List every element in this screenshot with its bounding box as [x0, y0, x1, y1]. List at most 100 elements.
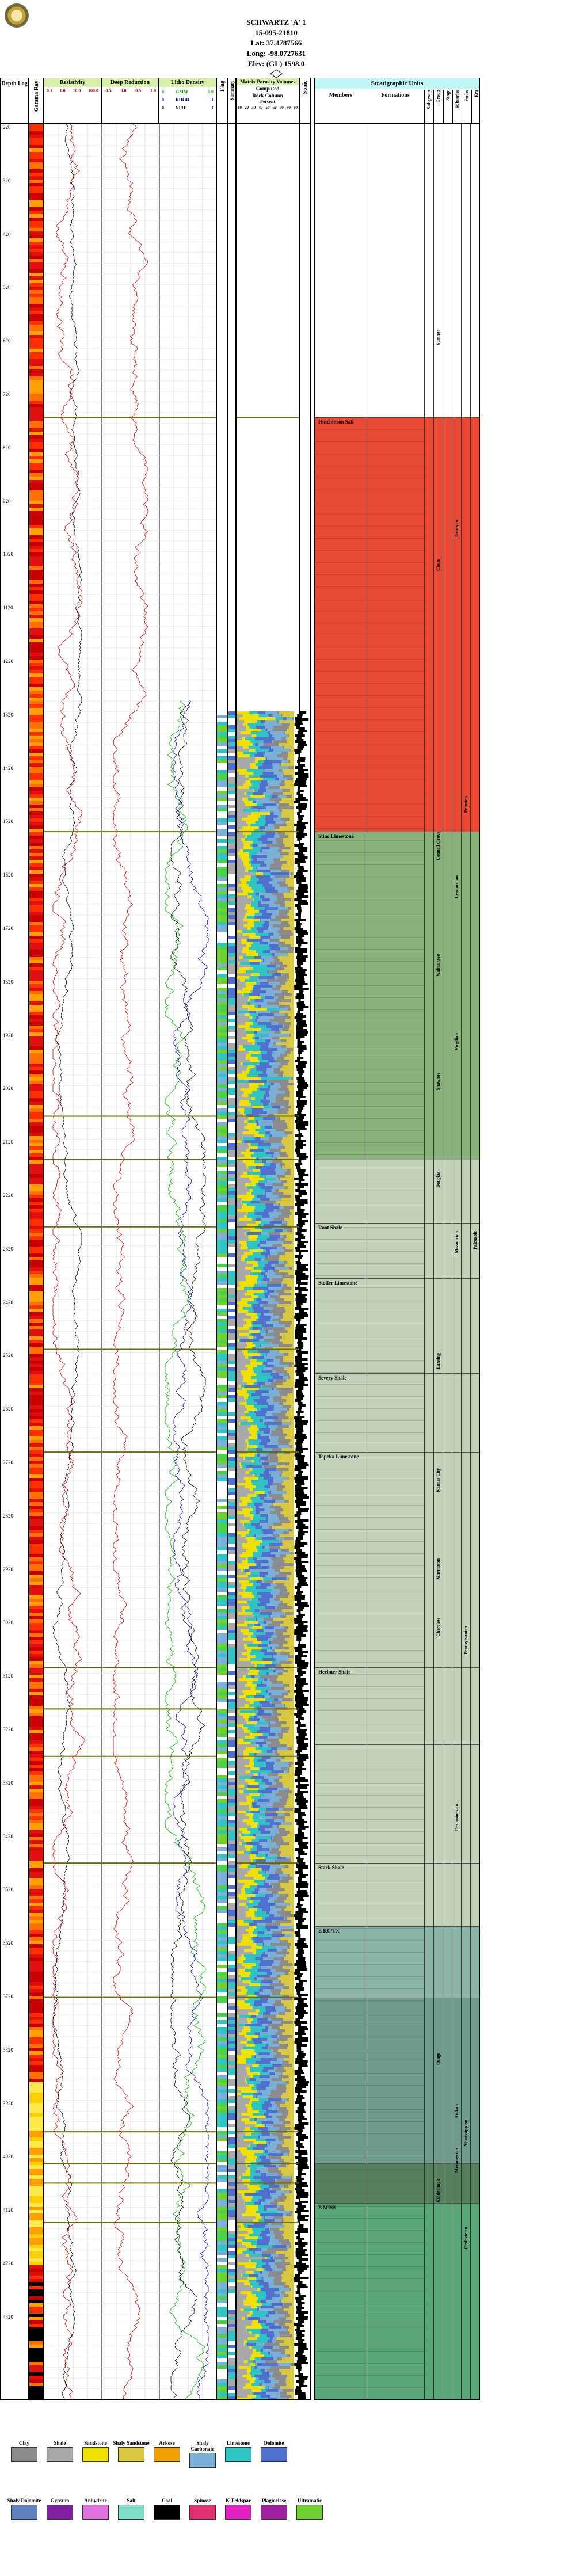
rock-band [284, 1324, 291, 1327]
rock-band [250, 1885, 257, 1888]
rock-band [237, 786, 238, 789]
gamma-ray-band [29, 228, 43, 231]
rock-band [278, 1442, 289, 1445]
rock-band [281, 1908, 284, 1911]
gamma-ray-band [29, 981, 43, 984]
gamma-ray-band [29, 708, 43, 711]
gamma-ray-band [29, 1765, 43, 1768]
rock-band [262, 1733, 269, 1736]
rock-band [268, 1693, 272, 1695]
rock-band [254, 1258, 261, 1261]
rock-band [269, 1088, 278, 1091]
rock-band [265, 1626, 275, 1629]
gamma-ray-band [29, 646, 43, 649]
rock-band [237, 1068, 247, 1071]
gamma-ray-band [29, 1105, 43, 1108]
rock-band [253, 1716, 258, 1718]
rock-band [239, 1241, 247, 1244]
rock-band [237, 1103, 239, 1106]
rock-band [246, 944, 251, 947]
rock-band [253, 1554, 261, 1557]
rock-band [275, 1060, 276, 1062]
rock-band [268, 1330, 274, 1333]
gamma-ray-band [29, 1564, 43, 1568]
gamma-ray-band [29, 2345, 43, 2348]
rock-band [268, 1638, 273, 1641]
rock-band [282, 1336, 294, 1339]
rock-band [272, 1612, 285, 1615]
api-number: 15-095-21810 [255, 28, 298, 37]
flag-band [217, 1709, 227, 1713]
rock-band [253, 890, 266, 893]
rock-band [283, 1284, 287, 1287]
rock-band [262, 1874, 269, 1877]
rock-band [247, 1503, 254, 1506]
rock-band [290, 760, 294, 763]
rock-band [279, 783, 285, 786]
rock-band [243, 1045, 261, 1048]
rock-band [260, 982, 269, 985]
rock-band [254, 1226, 260, 1229]
rock-band [277, 754, 288, 757]
gamma-ray-band [29, 1740, 43, 1744]
rock-band [264, 1678, 268, 1681]
rock-band [239, 1304, 251, 1307]
summary-band [228, 1236, 235, 1240]
gamma-ray-band [29, 539, 43, 542]
rock-band [245, 1698, 265, 1701]
summary-track [228, 124, 236, 2400]
rock-band [237, 1488, 250, 1491]
gamma-ray-band [29, 808, 43, 811]
summary-band [228, 2303, 235, 2307]
rock-band [243, 947, 249, 950]
rock-band [250, 1572, 260, 1575]
gamma-ray-band [29, 615, 43, 618]
summary-band [228, 2079, 235, 2082]
flag-band [217, 1209, 227, 1212]
rock-band [247, 1186, 261, 1189]
summary-band [228, 1903, 235, 1906]
rock-band [281, 985, 294, 988]
rock-band [278, 1517, 289, 1520]
flag-band [217, 1561, 227, 1564]
summary-band [228, 1395, 235, 1398]
rock-band [283, 838, 294, 841]
flag-band [217, 1119, 227, 1122]
rock-band [292, 1934, 294, 1937]
rock-band [264, 754, 277, 757]
summary-band [228, 1526, 235, 1530]
rock-band [248, 1166, 256, 1169]
rock-band [245, 1609, 255, 1612]
rock-band [258, 1434, 261, 1436]
rock-band [260, 1126, 265, 1129]
rock-band [237, 1698, 246, 1701]
summary-band [228, 711, 235, 715]
rock-band [242, 1862, 250, 1865]
rock-band [273, 1270, 280, 1272]
summary-band [228, 1274, 235, 1278]
rock-band [237, 1601, 238, 1603]
summary-band [228, 1916, 235, 1920]
flag-band [217, 1844, 227, 1847]
rock-band [285, 1146, 294, 1149]
rock-band [262, 1448, 272, 1451]
rock-band [268, 1900, 274, 1903]
rock-band [237, 1621, 245, 1624]
summary-band [228, 1405, 235, 1409]
rock-band [257, 1618, 264, 1621]
rock-band [237, 1382, 247, 1385]
rock-band [277, 1750, 294, 1753]
rock-band [254, 1675, 260, 1678]
rock-band [255, 1724, 268, 1727]
rock-band [237, 1353, 244, 1356]
rock-band [264, 1163, 270, 1166]
rock-band [237, 1644, 245, 1647]
flag-band [217, 2310, 227, 2314]
rock-band [247, 815, 261, 818]
summary-band [228, 1402, 235, 1405]
rock-band [279, 1037, 294, 1039]
rock-band [258, 1736, 268, 1739]
flag-band [217, 1198, 227, 1202]
summary-band [228, 1892, 235, 1896]
summary-band [228, 905, 235, 908]
